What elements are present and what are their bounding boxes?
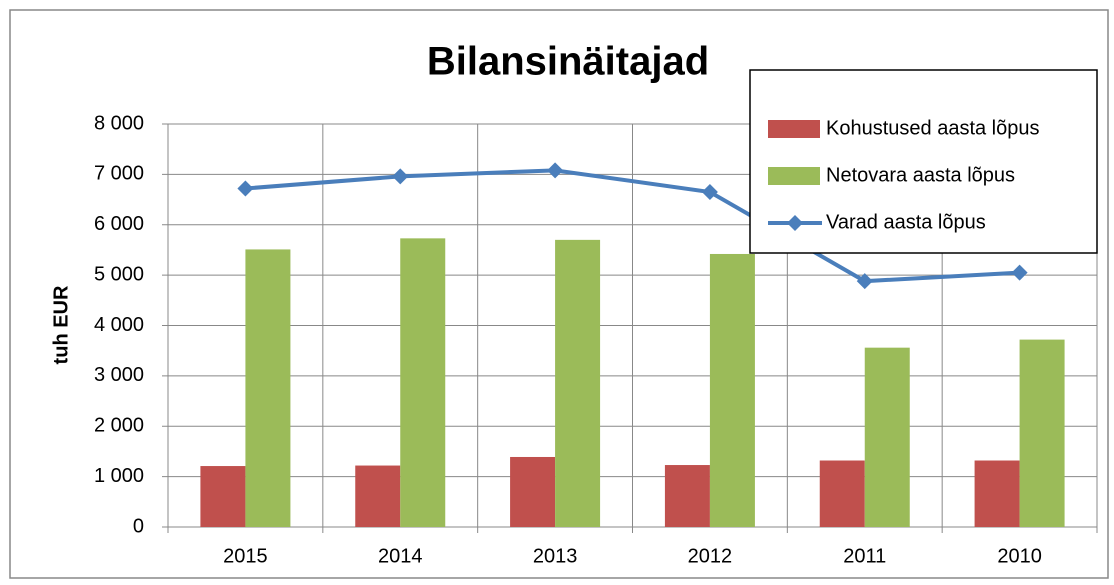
- y-tick-label: 3 000: [94, 364, 144, 386]
- bar: [245, 249, 291, 527]
- y-tick-label: 5 000: [94, 263, 144, 285]
- marker: [856, 273, 873, 290]
- y-axis-label: tuh EUR: [50, 285, 72, 364]
- bar: [709, 253, 755, 527]
- legend-swatch: [768, 120, 820, 138]
- marker: [1011, 264, 1028, 281]
- x-tick-label: 2014: [378, 545, 423, 567]
- x-tick-label: 2011: [843, 545, 886, 567]
- chart-title: Bilansinäitajad: [427, 40, 709, 84]
- legend-label: Netovara aasta lõpus: [826, 164, 1015, 186]
- y-tick-label: 2 000: [94, 415, 144, 437]
- marker: [237, 180, 254, 197]
- legend-swatch: [768, 167, 820, 185]
- legend-marker: [787, 215, 803, 231]
- legend-label: Kohustused aasta lõpus: [826, 117, 1040, 139]
- x-tick-label: 2012: [688, 545, 733, 567]
- y-tick-label: 6 000: [94, 213, 144, 235]
- y-tick-label: 8 000: [94, 112, 144, 134]
- bar: [819, 460, 865, 527]
- line: [245, 168, 1020, 284]
- marker: [392, 168, 409, 185]
- legend-label: Varad aasta lõpus: [826, 211, 986, 233]
- bar: [510, 456, 556, 527]
- y-tick-label: 0: [133, 515, 144, 537]
- y-tick-label: 7 000: [94, 163, 144, 185]
- bar: [400, 238, 446, 527]
- bar: [200, 466, 246, 527]
- marker: [547, 162, 564, 179]
- bar: [555, 239, 601, 528]
- bar: [1019, 339, 1065, 527]
- y-tick-label: 4 000: [94, 314, 144, 336]
- y-tick-label: 1 000: [94, 465, 144, 487]
- x-tick-label: 2010: [997, 545, 1042, 567]
- bar: [974, 460, 1020, 527]
- bar: [664, 465, 710, 527]
- x-tick-label: 2015: [223, 545, 268, 567]
- bar: [355, 465, 401, 527]
- bar: [864, 347, 910, 527]
- x-tick-label: 2013: [533, 545, 578, 567]
- marker: [701, 184, 718, 201]
- legend-box: [749, 69, 1098, 254]
